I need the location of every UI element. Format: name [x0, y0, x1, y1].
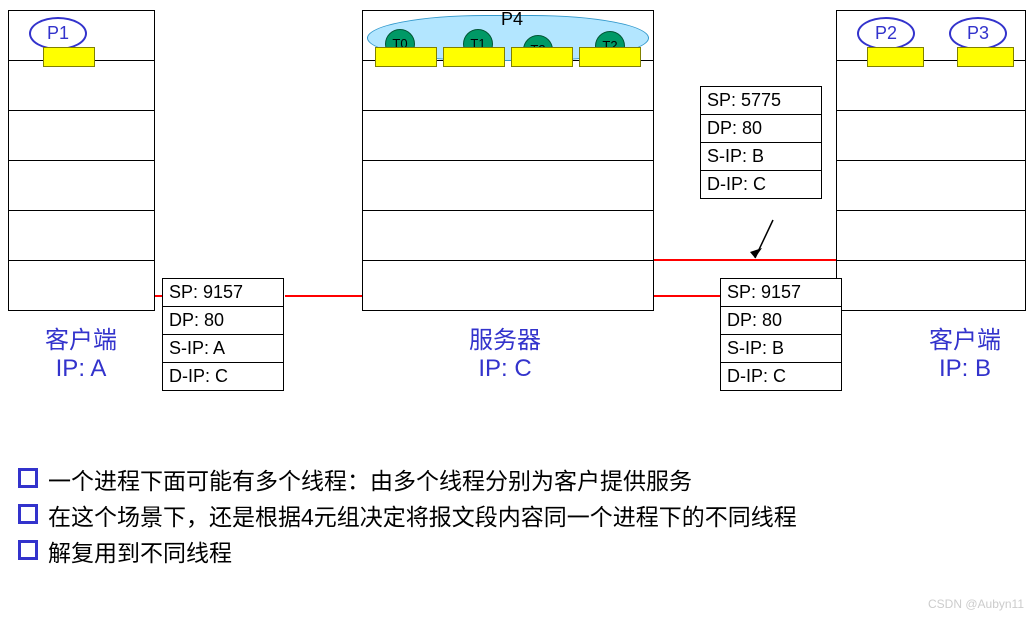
bullet-2: 在这个场景下，还是根据4元组决定将报文段内容同一个进程下的不同线程 [18, 498, 797, 532]
bullet-3: 解复用到不同线程 [18, 534, 797, 568]
packet-left-sip: S-IP: A [163, 335, 283, 363]
packet-left-dip: D-IP: C [163, 363, 283, 390]
bullet-2-text: 在这个场景下，还是根据4元组决定将报文段内容同一个进程下的不同线程 [48, 498, 797, 532]
caption-middle: 服务器 IP: C [430, 320, 580, 383]
watermark: CSDN @Aubyn11 [928, 597, 1024, 611]
packet-left-sp: SP: 9157 [163, 279, 283, 307]
bullet-icon [18, 540, 38, 560]
packet-right-dp: DP: 80 [721, 307, 841, 335]
bullet-list: 一个进程下面可能有多个线程：由多个线程分别为客户提供服务 在这个场景下，还是根据… [18, 460, 797, 570]
packet-right: SP: 9157 DP: 80 S-IP: B D-IP: C [720, 278, 842, 391]
packet-right-sip: S-IP: B [721, 335, 841, 363]
packet-right-sp: SP: 9157 [721, 279, 841, 307]
bullet-icon [18, 468, 38, 488]
process-p4-label: P4 [501, 9, 523, 30]
caption-left: 客户端 IP: A [26, 320, 136, 383]
bullet-icon [18, 504, 38, 524]
bullet-1-text: 一个进程下面可能有多个线程：由多个线程分别为客户提供服务 [48, 462, 692, 496]
packet-top-dp: DP: 80 [701, 115, 821, 143]
packet-top-dip: D-IP: C [701, 171, 821, 198]
process-p1: P1 [29, 17, 87, 50]
client-b-stack: P2 P3 [836, 10, 1026, 311]
caption-middle-line1: 服务器 [430, 320, 580, 355]
caption-left-line1: 客户端 [26, 320, 136, 355]
caption-middle-line2: IP: C [430, 355, 580, 383]
caption-left-line2: IP: A [26, 355, 136, 383]
process-p2: P2 [857, 17, 915, 50]
process-p3: P3 [949, 17, 1007, 50]
packet-left: SP: 9157 DP: 80 S-IP: A D-IP: C [162, 278, 284, 391]
packet-left-dp: DP: 80 [163, 307, 283, 335]
caption-right-line1: 客户端 [910, 320, 1020, 355]
packet-right-dip: D-IP: C [721, 363, 841, 390]
packet-top: SP: 5775 DP: 80 S-IP: B D-IP: C [700, 86, 822, 199]
bullet-1: 一个进程下面可能有多个线程：由多个线程分别为客户提供服务 [18, 462, 797, 496]
packet-top-sip: S-IP: B [701, 143, 821, 171]
client-a-stack: P1 [8, 10, 155, 311]
caption-right: 客户端 IP: B [910, 320, 1020, 383]
packet-top-sp: SP: 5775 [701, 87, 821, 115]
caption-right-line2: IP: B [910, 355, 1020, 383]
server-stack: P4 T0 T1 T3 T2 [362, 10, 654, 311]
bullet-3-text: 解复用到不同线程 [48, 534, 232, 568]
